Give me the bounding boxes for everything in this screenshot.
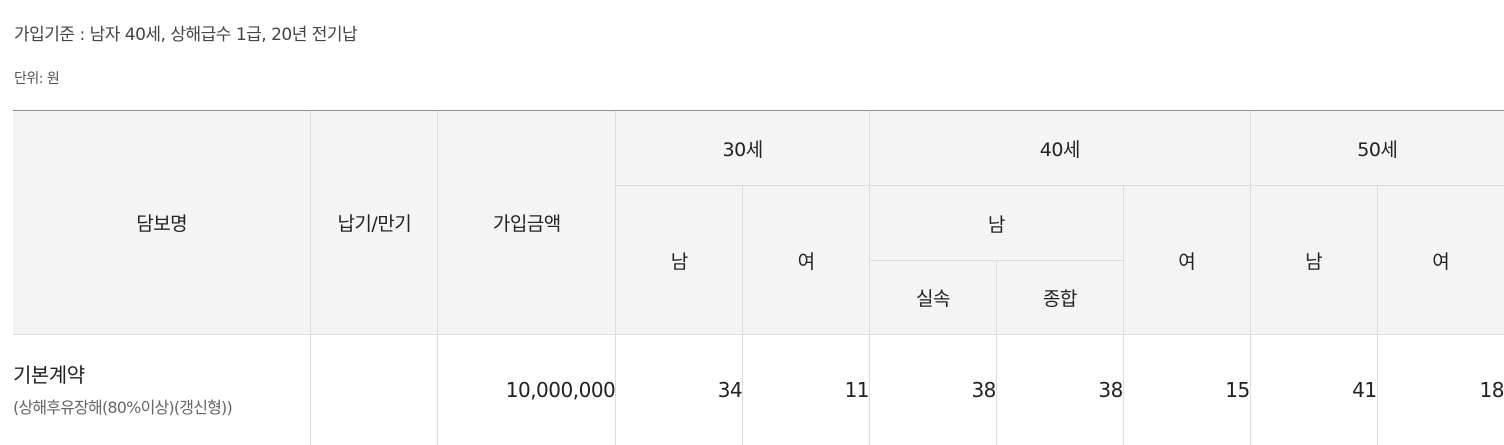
header-insured-amount: 가입금액: [437, 110, 616, 335]
header-30-female: 여: [742, 185, 870, 335]
header-age-40: 40세: [869, 110, 1251, 186]
premium-table: 담보명 납기/만기 가입금액 30세 40세 50세 남 여 남 여 남 여 실…: [13, 110, 1504, 445]
enrollment-criteria: 가입기준 : 남자 40세, 상해급수 1급, 20년 전기납: [14, 25, 358, 45]
header-40-female: 여: [1122, 185, 1251, 335]
insured-amount-cell: 10,000,000: [437, 334, 616, 445]
premium-30-male: 34: [615, 334, 743, 445]
header-40-male-jonghap: 종합: [995, 260, 1124, 335]
header-40-male-silson: 실속: [869, 260, 997, 335]
payment-term-cell: [310, 334, 438, 445]
premium-50-male: 41: [1249, 334, 1378, 445]
coverage-name-cell: 기본계약 (상해후유장해(80%이상)(갱신형)): [13, 334, 311, 445]
header-40-male: 남: [869, 185, 1124, 261]
header-age-30: 30세: [615, 110, 870, 186]
coverage-description: (상해후유장해(80%이상)(갱신형)): [13, 397, 233, 417]
unit-label: 단위: 원: [14, 71, 60, 87]
header-50-female: 여: [1376, 185, 1504, 335]
coverage-name: 기본계약: [13, 362, 85, 387]
premium-40-female: 15: [1122, 334, 1251, 445]
header-age-50: 50세: [1249, 110, 1504, 186]
header-payment-term: 납기/만기: [310, 110, 438, 335]
premium-30-female: 11: [742, 334, 870, 445]
header-coverage-name: 담보명: [13, 110, 311, 335]
premium-50-female: 18: [1376, 334, 1504, 445]
premium-40-male-silson: 38: [869, 334, 997, 445]
header-50-male: 남: [1249, 185, 1378, 335]
table-row: 기본계약 (상해후유장해(80%이상)(갱신형)) 10,000,000 34 …: [13, 334, 1504, 445]
premium-40-male-jonghap: 38: [995, 334, 1124, 445]
header-30-male: 남: [615, 185, 743, 335]
